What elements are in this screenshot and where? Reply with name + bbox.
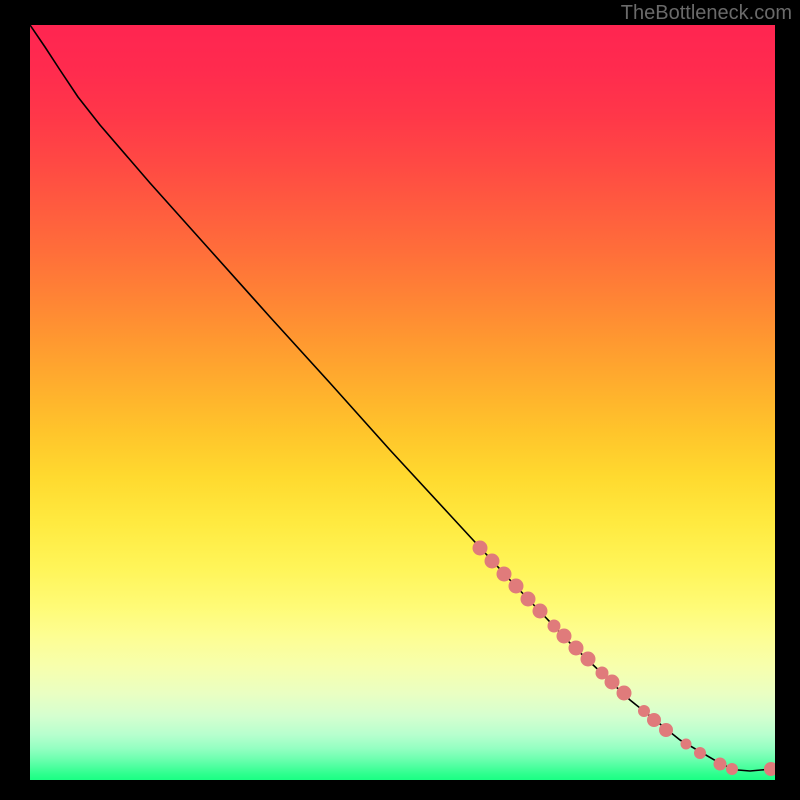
marker-point [497, 567, 512, 582]
marker-point [617, 686, 632, 701]
marker-point [485, 554, 500, 569]
marker-point [569, 641, 584, 656]
marker-point [581, 652, 596, 667]
marker-point [694, 747, 706, 759]
marker-point [638, 705, 650, 717]
marker-point [714, 758, 727, 771]
marker-point [509, 579, 524, 594]
markers-group [473, 541, 776, 777]
marker-point [681, 739, 692, 750]
attribution-text: TheBottleneck.com [621, 2, 792, 25]
marker-point [548, 620, 561, 633]
marker-point [533, 604, 548, 619]
marker-point [764, 762, 775, 776]
marker-point [647, 713, 661, 727]
marker-point [473, 541, 488, 556]
marker-point [521, 592, 536, 607]
marker-point [659, 723, 673, 737]
curve-line [30, 25, 771, 771]
stage: TheBottleneck.com [0, 0, 800, 800]
marker-point [557, 629, 572, 644]
plot-area [30, 25, 775, 780]
marker-point [726, 763, 738, 775]
marker-point [605, 675, 620, 690]
chart-svg [30, 25, 775, 780]
